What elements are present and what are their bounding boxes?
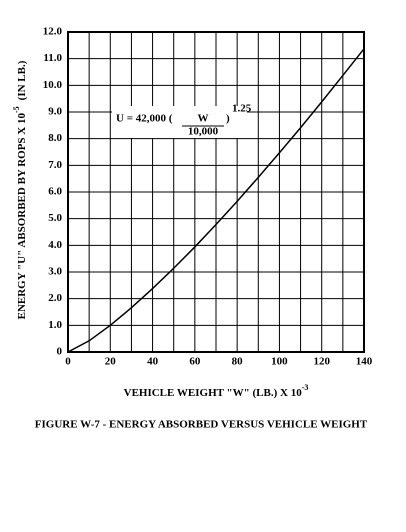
annotation-prefix: U = 42,000 ( [116,113,173,125]
y-tick-label: 1.0 [48,319,62,331]
x-tick-label: 40 [147,356,159,368]
x-tick-label: 80 [232,356,244,368]
y-tick-label: 5.0 [48,212,62,224]
y-tick-label: 4.0 [48,239,62,251]
x-tick-label: 140 [356,356,373,368]
y-tick-label: 9.0 [48,106,62,118]
x-label-text: VEHICLE WEIGHT "W" (LB.) X 10 [124,387,303,399]
annotation-numerator: W [198,113,209,125]
y-tick-label: 10.0 [43,79,63,91]
annotation-exponent: 1.25 [232,103,252,115]
y-axis-label: ENERGY "U" ABSORBED BY ROPS X 10-5 (IN LB… [12,60,28,319]
y-label-text: ENERGY "U" ABSORBED BY ROPS X 10 [16,113,28,320]
y-tick-label: 12.0 [43,26,63,38]
annotation-denominator: 10,000 [188,126,219,138]
x-tick-label: 100 [271,356,288,368]
x-label-exponent: -3 [302,383,309,392]
x-tick-label: 120 [313,356,330,368]
y-tick-label: 11.0 [43,52,62,64]
y-label-exponent: -5 [12,106,21,113]
x-tick-label: 0 [65,356,71,368]
y-tick-label: 7.0 [48,159,62,171]
x-tick-label: 20 [105,356,117,368]
annotation-bg [112,106,247,138]
y-tick-label: 6.0 [48,186,62,198]
y-tick-label: 3.0 [48,266,62,278]
y-tick-label: 2.0 [48,292,62,304]
y-tick-label: 0 [57,346,63,358]
y-label-unit: (IN LB.) [16,60,28,100]
caption: FIGURE W-7 - ENERGY ABSORBED VERSUS VEHI… [35,419,368,431]
x-axis-label: VEHICLE WEIGHT "W" (LB.) X 10-3 [124,383,309,399]
y-tick-label: 8.0 [48,132,62,144]
annotation-suffix: ) [226,113,230,125]
plot-frame [67,31,365,353]
x-tick-label: 60 [189,356,201,368]
curve [67,48,365,353]
